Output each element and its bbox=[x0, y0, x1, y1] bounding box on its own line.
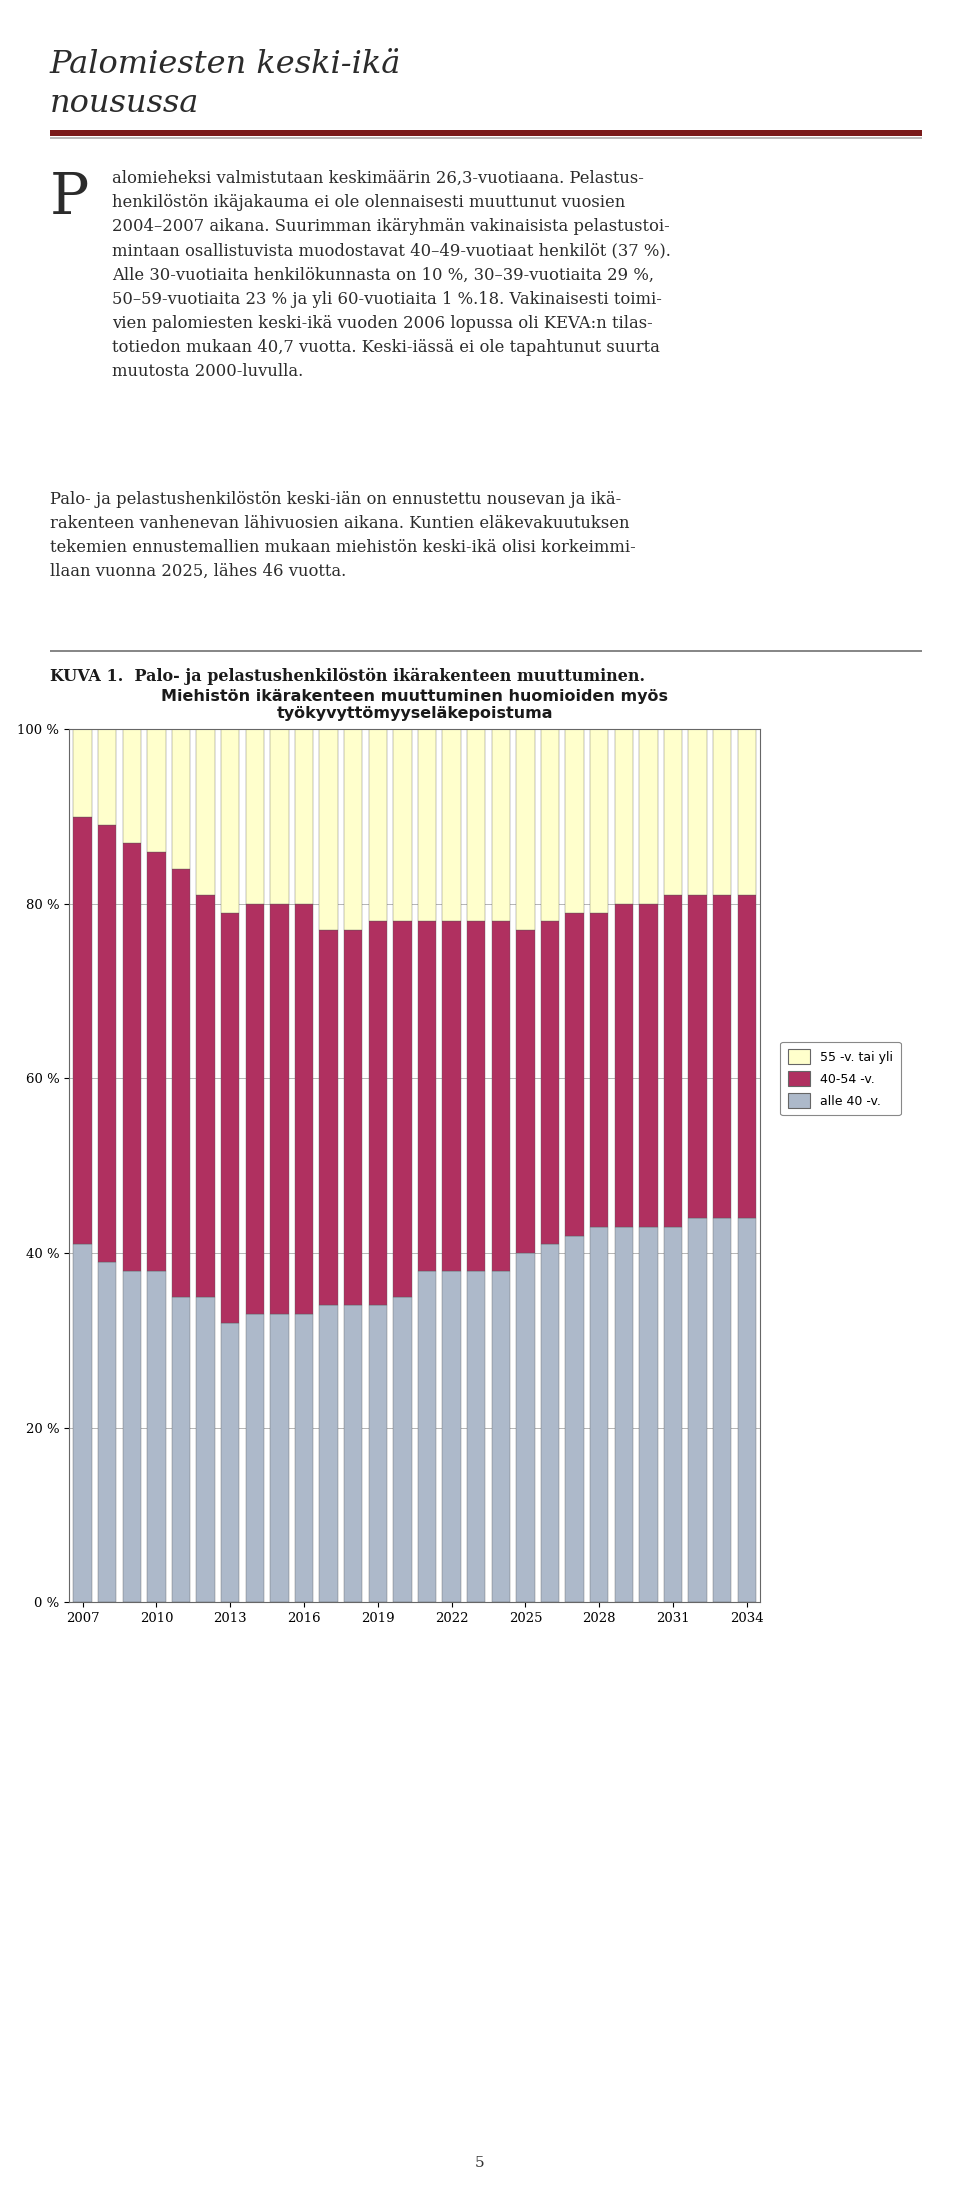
Bar bbox=[246, 904, 264, 1315]
Bar bbox=[295, 904, 313, 1315]
Bar bbox=[737, 895, 756, 1218]
Bar bbox=[270, 904, 289, 1315]
Bar bbox=[467, 729, 486, 922]
Bar bbox=[688, 1218, 707, 1602]
Bar bbox=[344, 1306, 363, 1602]
Bar bbox=[516, 1253, 535, 1602]
Text: nousussa: nousussa bbox=[50, 88, 200, 119]
Bar bbox=[123, 1271, 141, 1602]
Bar bbox=[197, 1297, 215, 1602]
Bar bbox=[467, 922, 486, 1271]
Bar bbox=[98, 824, 116, 1262]
Bar bbox=[565, 1235, 584, 1602]
Bar bbox=[221, 1324, 239, 1602]
Bar bbox=[443, 922, 461, 1271]
Bar bbox=[540, 1244, 560, 1602]
Bar bbox=[614, 729, 633, 904]
Bar bbox=[73, 729, 92, 815]
Bar bbox=[590, 1227, 609, 1602]
Text: 5: 5 bbox=[475, 2157, 485, 2170]
Bar bbox=[492, 922, 510, 1271]
Bar bbox=[172, 729, 190, 869]
Bar bbox=[590, 913, 609, 1227]
Bar bbox=[394, 922, 412, 1297]
Bar bbox=[663, 895, 683, 1227]
Bar bbox=[467, 1271, 486, 1602]
Bar bbox=[369, 729, 387, 922]
Bar bbox=[737, 1218, 756, 1602]
Bar bbox=[270, 729, 289, 904]
Bar bbox=[565, 913, 584, 1235]
Bar bbox=[639, 1227, 658, 1602]
Bar bbox=[344, 729, 363, 930]
Bar bbox=[246, 1315, 264, 1602]
Bar bbox=[394, 729, 412, 922]
Bar bbox=[98, 1262, 116, 1602]
Bar bbox=[688, 895, 707, 1218]
Bar bbox=[369, 922, 387, 1306]
Bar bbox=[147, 729, 166, 851]
Bar bbox=[663, 1227, 683, 1602]
Bar bbox=[663, 729, 683, 895]
Bar bbox=[295, 1315, 313, 1602]
Bar bbox=[713, 729, 732, 895]
Bar bbox=[540, 922, 560, 1244]
Bar bbox=[443, 1271, 461, 1602]
Bar bbox=[639, 904, 658, 1227]
Bar bbox=[147, 1271, 166, 1602]
Bar bbox=[516, 729, 535, 930]
Bar bbox=[540, 729, 560, 922]
Bar bbox=[492, 1271, 510, 1602]
Text: Palo- ja pelastushenkilöstön keski-iän on ennustettu nousevan ja ikä-
rakenteen : Palo- ja pelastushenkilöstön keski-iän o… bbox=[50, 491, 636, 579]
Bar bbox=[197, 895, 215, 1297]
Bar bbox=[713, 895, 732, 1218]
Bar bbox=[394, 1297, 412, 1602]
Bar bbox=[492, 729, 510, 922]
Bar bbox=[172, 869, 190, 1297]
Bar bbox=[73, 1244, 92, 1602]
Bar bbox=[320, 1306, 338, 1602]
Bar bbox=[123, 729, 141, 842]
Bar bbox=[614, 1227, 633, 1602]
Bar bbox=[590, 729, 609, 913]
Bar bbox=[73, 815, 92, 1244]
Bar bbox=[320, 930, 338, 1306]
Bar bbox=[516, 930, 535, 1253]
Text: P: P bbox=[50, 170, 89, 225]
Bar bbox=[369, 1306, 387, 1602]
Bar bbox=[221, 913, 239, 1324]
Bar bbox=[172, 1297, 190, 1602]
Bar bbox=[98, 729, 116, 824]
Bar bbox=[443, 729, 461, 922]
Bar bbox=[614, 904, 633, 1227]
Text: KUVA 1.  Palo- ja pelastushenkilöstön ikärakenteen muuttuminen.: KUVA 1. Palo- ja pelastushenkilöstön ikä… bbox=[50, 667, 645, 685]
Bar bbox=[713, 1218, 732, 1602]
Bar bbox=[295, 729, 313, 904]
Bar bbox=[418, 1271, 436, 1602]
Bar bbox=[688, 729, 707, 895]
Bar bbox=[344, 930, 363, 1306]
Bar bbox=[147, 851, 166, 1271]
Text: alomieheksi valmistutaan keskimäärin 26,3-vuotiaana. Pelastus-
henkilöstön ikäja: alomieheksi valmistutaan keskimäärin 26,… bbox=[112, 170, 671, 380]
Bar bbox=[737, 729, 756, 895]
Bar bbox=[197, 729, 215, 895]
Bar bbox=[123, 842, 141, 1271]
Title: Miehistön ikärakenteen muuttuminen huomioiden myös
työkyvyttömyyseläkepoistuma: Miehistön ikärakenteen muuttuminen huomi… bbox=[161, 690, 668, 720]
Bar bbox=[639, 729, 658, 904]
Bar bbox=[221, 729, 239, 913]
Bar bbox=[270, 1315, 289, 1602]
Bar bbox=[418, 922, 436, 1271]
Bar bbox=[246, 729, 264, 904]
Bar bbox=[418, 729, 436, 922]
Legend: 55 -v. tai yli, 40-54 -v., alle 40 -v.: 55 -v. tai yli, 40-54 -v., alle 40 -v. bbox=[780, 1041, 900, 1116]
Bar bbox=[320, 729, 338, 930]
Text: Palomiesten keski-ikä: Palomiesten keski-ikä bbox=[50, 49, 401, 80]
Bar bbox=[565, 729, 584, 913]
